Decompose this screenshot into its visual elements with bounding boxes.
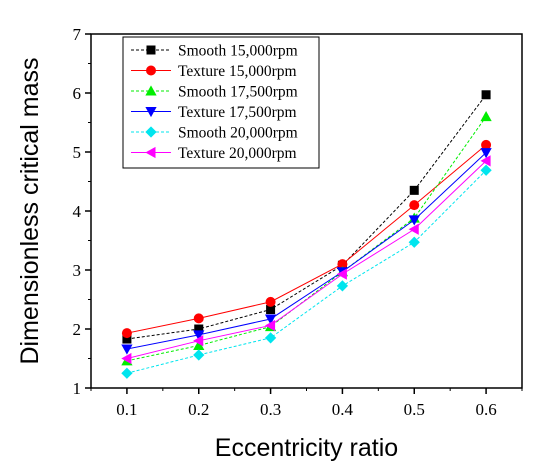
series-line [126, 144, 487, 334]
series-2 [121, 139, 492, 339]
y-tick-label: 3 [73, 261, 82, 280]
data-point [193, 335, 204, 347]
data-point [264, 319, 276, 332]
data-point [193, 349, 205, 361]
data-point [121, 352, 132, 365]
data-point [266, 305, 276, 315]
x-tick-label: 0.2 [188, 400, 209, 419]
series-4 [121, 148, 492, 355]
legend-label: Smooth 20,000rpm [178, 125, 298, 142]
legend-marker [146, 45, 156, 55]
legend-marker [145, 126, 157, 138]
data-point [481, 90, 491, 100]
data-point [336, 268, 347, 280]
data-point [121, 328, 132, 339]
legend-label: Smooth 15,000rpm [178, 43, 298, 60]
data-point [480, 155, 491, 167]
legend-item: Texture 17,500rpm [131, 104, 297, 121]
data-point [194, 324, 204, 334]
y-tick-label: 2 [73, 320, 82, 339]
series-line [126, 94, 487, 340]
data-point [409, 185, 419, 195]
data-point [408, 223, 419, 235]
data-point [408, 215, 420, 226]
data-point [480, 164, 492, 176]
legend-item: Smooth 17,500rpm [131, 84, 298, 101]
data-point [264, 332, 277, 344]
legend-item: Texture 20,000rpm [131, 145, 297, 162]
legend-box [122, 36, 320, 169]
legend-marker [145, 107, 157, 118]
data-point [121, 344, 133, 355]
legend-marker [145, 85, 157, 96]
legend-label: Texture 15,000rpm [178, 63, 297, 80]
data-point [481, 139, 492, 150]
series-5 [121, 164, 492, 379]
x-tick-label: 0.1 [116, 400, 137, 419]
data-point [193, 313, 204, 324]
data-point [408, 236, 420, 248]
legend-label: Texture 17,500rpm [178, 104, 297, 121]
series-line [126, 169, 487, 374]
axes-layer: 1 2 3 4 5 6 7 0.1 0.2 0.3 0.4 0.5 0.6 [73, 25, 523, 419]
legend-marker [146, 65, 156, 76]
x-axis-title: Eccentricity ratio [215, 434, 398, 462]
y-axis-title: Dimensionless critical mass [16, 57, 44, 364]
data-point [480, 148, 492, 159]
legend-item: Texture 15,000rpm [131, 63, 297, 80]
data-point [264, 314, 277, 325]
y-tick-label: 7 [73, 25, 82, 44]
legend-item: Smooth 20,000rpm [131, 125, 298, 142]
data-point [265, 296, 276, 307]
y-tick-label: 4 [73, 202, 82, 221]
data-point [337, 259, 348, 270]
data-point [122, 334, 132, 344]
data-point [121, 367, 133, 379]
legend: Smooth 15,000rpm Texture 15,000rpm Smooth … [122, 36, 320, 169]
y-tick-label: 5 [73, 143, 82, 162]
data-point [480, 110, 492, 122]
y-tick-label: 6 [73, 84, 82, 103]
x-tick-label: 0.5 [404, 400, 425, 419]
y-tick-label: 1 [73, 379, 82, 398]
data-point [193, 339, 205, 351]
legend-marker [145, 146, 156, 159]
data-point [336, 280, 349, 292]
x-tick-label: 0.6 [475, 400, 496, 419]
x-tick-label: 0.4 [332, 400, 354, 419]
x-tick-label: 0.3 [260, 400, 281, 419]
legend-item: Smooth 15,000rpm [131, 43, 298, 60]
series-6 [121, 155, 491, 365]
series-line [126, 160, 487, 359]
series-line [126, 152, 487, 350]
plot-layer [121, 90, 492, 379]
legend-label: Texture 20,000rpm [178, 145, 297, 162]
data-point [193, 330, 205, 341]
data-point [409, 200, 420, 211]
legend-label: Smooth 17,500rpm [178, 84, 298, 101]
